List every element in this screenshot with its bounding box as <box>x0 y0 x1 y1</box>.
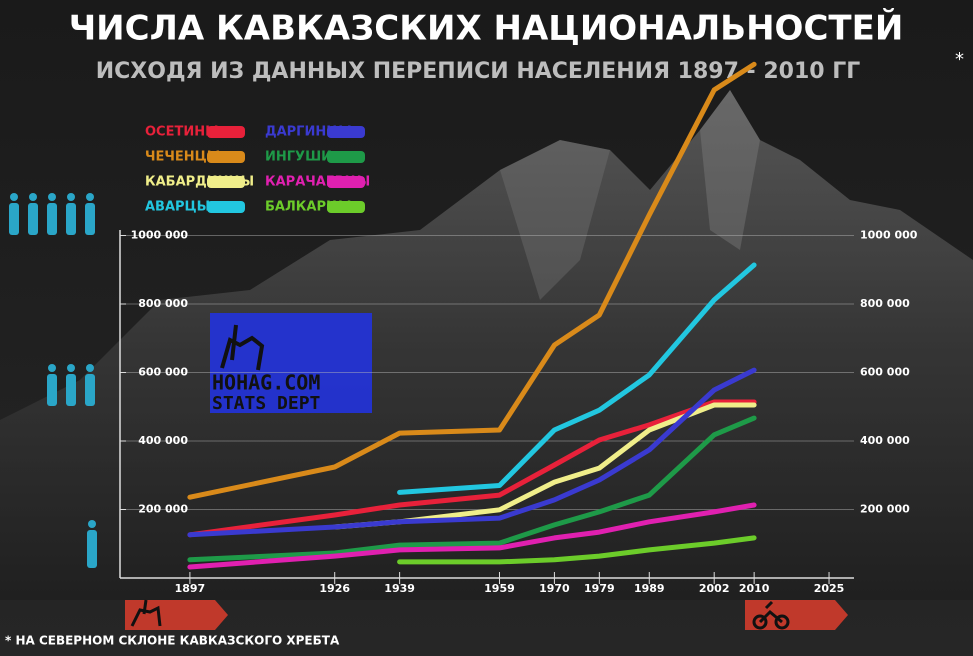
y-tick-label: 800 000 <box>138 297 188 310</box>
series-line <box>187 61 757 500</box>
legend-swatch <box>207 126 245 138</box>
x-tick-label: 1939 <box>384 582 415 595</box>
legend-swatch <box>327 126 365 138</box>
mountain <box>0 90 973 600</box>
logo: HOHAG.COM STATS DEPT <box>210 313 372 414</box>
horse-icon <box>130 599 162 627</box>
x-tick-label: 1970 <box>539 582 570 595</box>
x-tick-label: 2010 <box>739 582 770 595</box>
logo-text: HOHAG.COM <box>212 371 320 395</box>
legend-label: ЧЕЧЕНЦЫ <box>145 150 220 165</box>
legend-swatch <box>327 201 365 213</box>
subtitle-mark: * <box>955 49 964 70</box>
person-group-3 <box>47 364 95 406</box>
legend-label: АВАРЦЫ <box>145 200 210 215</box>
footnote: * НА СЕВЕРНОМ СКЛОНЕ КАВКАЗСКОГО ХРЕБТА <box>5 634 340 648</box>
y-tick-label: 600 000 <box>138 366 188 379</box>
logo-rider <box>220 324 265 371</box>
chart-title: ЧИСЛА КАВКАЗСКИХ НАЦИОНАЛЬНОСТЕЙ <box>69 8 904 49</box>
legend-swatch <box>207 176 245 188</box>
series-line <box>397 535 757 565</box>
motorcycle-icon <box>752 600 790 630</box>
x-tick-label: 1979 <box>584 582 615 595</box>
series-line <box>187 367 757 538</box>
y-tick-label-right: 600 000 <box>860 366 910 379</box>
y-tick-label: 200 000 <box>138 503 188 516</box>
x-tick-label: 1897 <box>175 582 206 595</box>
logo-text: STATS DEPT <box>212 393 321 414</box>
x-tick-label: 1926 <box>319 582 350 595</box>
y-tick-label-right: 400 000 <box>860 434 910 447</box>
mountain-light <box>700 90 760 250</box>
y-tick-label-right: 200 000 <box>860 503 910 516</box>
person-group-5 <box>9 193 95 235</box>
legend-label: ИНГУШИ <box>265 150 332 165</box>
series-line <box>187 415 757 563</box>
y-tick-label: 400 000 <box>138 434 188 447</box>
y-tick-label-right: 800 000 <box>860 297 910 310</box>
mountain-light <box>500 140 610 300</box>
end-arrow <box>745 600 848 630</box>
x-tick-label: 1959 <box>484 582 515 595</box>
y-tick-label-right: 1000 000 <box>860 229 918 242</box>
x-tick-label: 2025 <box>814 582 845 595</box>
x-tick-label: 2002 <box>699 582 730 595</box>
y-tick-label: 1000 000 <box>131 229 189 242</box>
legend-swatch <box>207 151 245 163</box>
start-arrow <box>125 600 228 630</box>
x-tick-label: 1989 <box>634 582 665 595</box>
legend-label: ОСЕТИНЫ <box>145 125 219 140</box>
legend-swatch <box>327 151 365 163</box>
series-line <box>187 502 757 570</box>
legend-swatch <box>327 176 365 188</box>
person-group-1 <box>87 520 97 568</box>
legend-swatch <box>207 201 245 213</box>
people-icons <box>9 193 97 568</box>
series-line <box>397 262 757 495</box>
